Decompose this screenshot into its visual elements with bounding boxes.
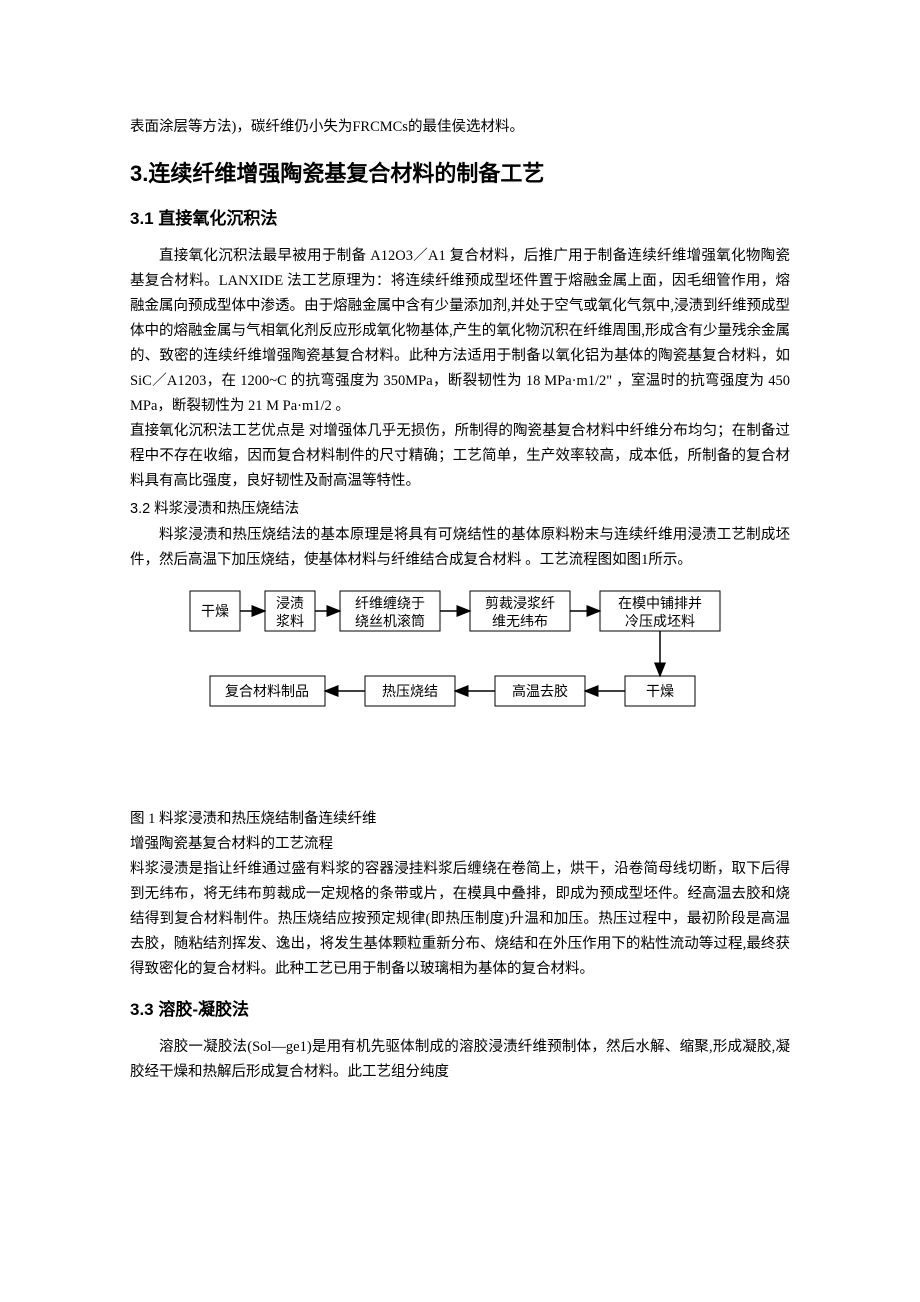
prev-page-fragment: 表面涂层等方法)，碳纤维仍小失为FRCMCs的最佳侯选材料。 [130, 115, 790, 140]
flow-node-8: 热压烧结 [382, 684, 438, 700]
section-3-2-para-1: 料浆浸渍和热压烧结法的基本原理是将具有可烧结性的基体原料粉末与连续纤维用浸渍工艺… [130, 523, 790, 573]
figure-1-caption-line-1: 图 1 料浆浸渍和热压烧结制备连续纤维 [130, 807, 790, 832]
section-3-1-para-2: 直接氧化沉积法工艺优点是 对增强体几乎无损伤，所制得的陶瓷基复合材料中纤维分布均… [130, 419, 790, 494]
flow-node-6: 干燥 [646, 684, 674, 700]
flow-node-3-l2: 绕丝机滚筒 [355, 613, 425, 630]
flow-node-1: 干燥 [201, 604, 229, 620]
flow-node-5-l1: 在模中铺排并 [618, 596, 702, 612]
flow-node-4-l1: 剪裁浸浆纤 [485, 596, 555, 612]
section-3-1-para-1: 直接氧化沉积法最早被用于制备 A12O3／A1 复合材料，后推广用于制备连续纤维… [130, 244, 790, 419]
section-3-2-heading: 3.2 料浆浸渍和热压烧结法 [130, 498, 790, 521]
flow-node-5-l2: 冷压成坯料 [625, 614, 695, 630]
flowchart-figure-1: 干燥 浸渍 浆料 纤维缠绕于 绕丝机滚筒 剪裁浸浆纤 维无纬布 在模中铺排并 冷… [170, 581, 770, 751]
section-3-1-heading: 3.1 直接氧化沉积法 [130, 205, 790, 232]
flow-node-9: 复合材料制品 [225, 683, 309, 700]
flow-node-4-l2: 维无纬布 [492, 614, 548, 630]
section-3-3-heading: 3.3 溶胶-凝胶法 [130, 996, 790, 1023]
section-3-3-para-1: 溶胶一凝胶法(Sol—ge1)是用有机先驱体制成的溶胶浸渍纤维预制体，然后水解、… [130, 1035, 790, 1085]
flow-node-3-l1: 纤维缠绕于 [355, 595, 425, 612]
section-3-heading: 3.连续纤维增强陶瓷基复合材料的制备工艺 [130, 156, 790, 191]
figure-1-caption-line-2: 增强陶瓷基复合材料的工艺流程 [130, 832, 790, 857]
section-3-2-para-2: 料浆浸渍是指让纤维通过盛有料浆的容器浸挂料浆后缠绕在卷简上，烘干，沿卷简母线切断… [130, 857, 790, 982]
flow-node-2-l1: 浸渍 [276, 596, 304, 612]
flow-node-7: 高温去胶 [512, 683, 568, 700]
flow-node-2-l2: 浆料 [276, 614, 304, 630]
